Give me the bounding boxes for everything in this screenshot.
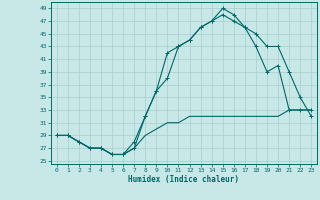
X-axis label: Humidex (Indice chaleur): Humidex (Indice chaleur) xyxy=(129,175,239,184)
